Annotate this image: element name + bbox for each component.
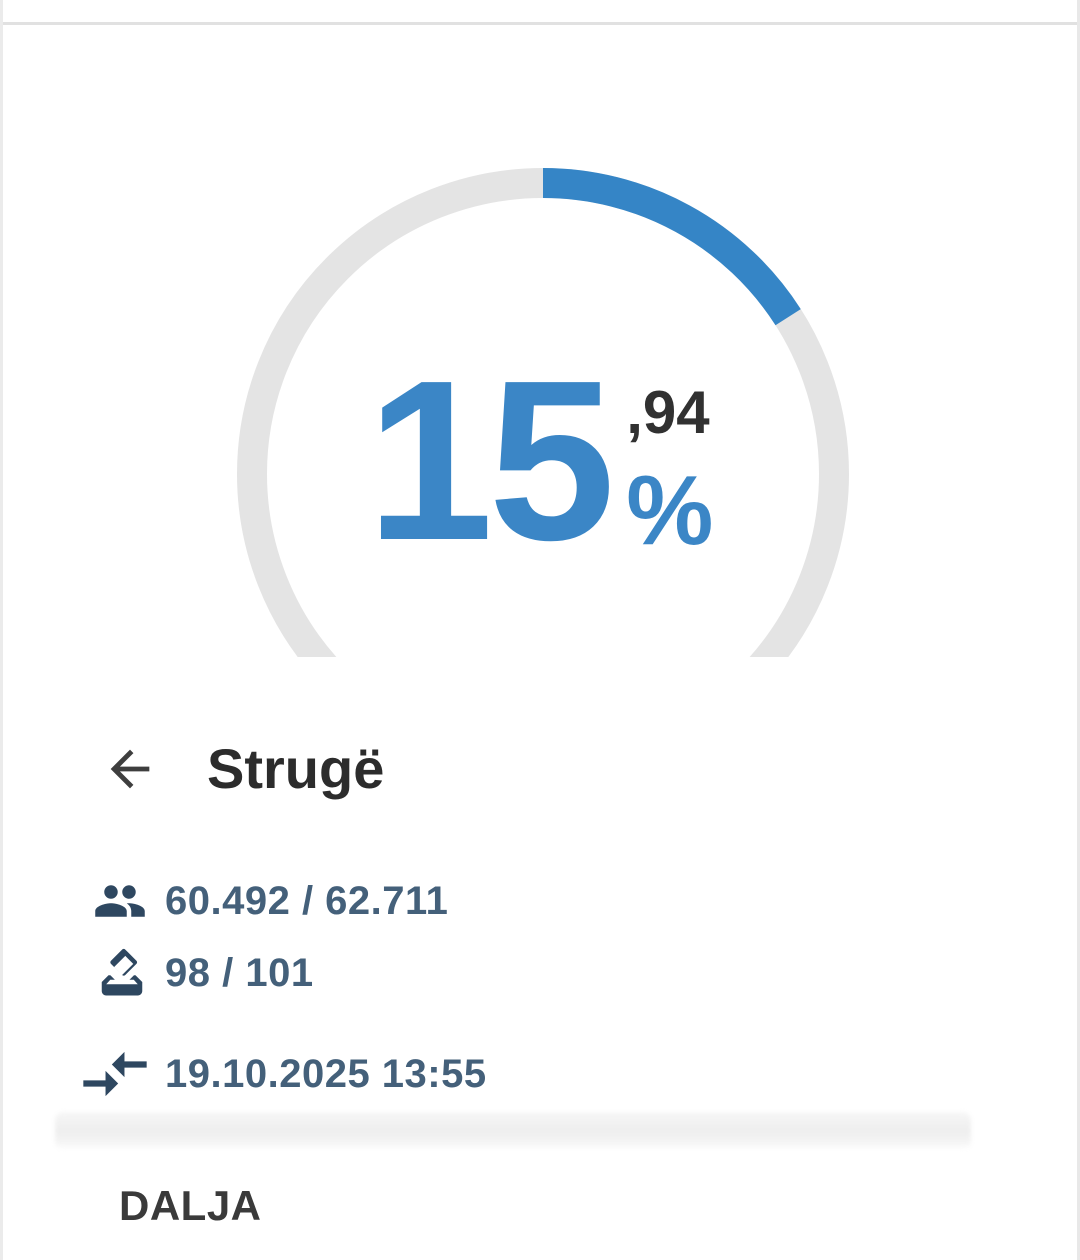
tab-dalja[interactable]: DALJA xyxy=(119,1182,262,1229)
header: Strugë xyxy=(99,736,384,801)
voters-count: 60.492 / 62.711 xyxy=(165,878,449,923)
gauge-value: 15 ,94 % xyxy=(366,334,714,588)
gauge-ring xyxy=(237,168,849,657)
back-button[interactable] xyxy=(99,738,161,800)
stat-row-polling-stations: 98 / 101 xyxy=(95,946,314,1000)
gauge-arc xyxy=(237,168,849,657)
turnout-gauge: 15 ,94 % xyxy=(3,25,1077,657)
percent-fraction: ,94 xyxy=(626,379,710,446)
top-divider xyxy=(3,22,1077,25)
transfer-arrows-icon xyxy=(77,1036,153,1112)
page-title: Strugë xyxy=(207,737,385,800)
sheet-shadow-divider xyxy=(55,1112,971,1150)
updated-timestamp: 19.10.2025 13:55 xyxy=(165,1051,487,1096)
percent-integer: 15 xyxy=(366,334,616,588)
people-icon xyxy=(93,874,147,928)
arrow-left-icon xyxy=(101,740,159,798)
ballot-box-icon xyxy=(95,946,149,1000)
stat-row-updated: 19.10.2025 13:55 xyxy=(77,1036,487,1112)
stat-row-voters: 60.492 / 62.711 xyxy=(93,874,448,928)
percent-sign: % xyxy=(626,455,714,565)
stations-count: 98 / 101 xyxy=(165,950,314,995)
